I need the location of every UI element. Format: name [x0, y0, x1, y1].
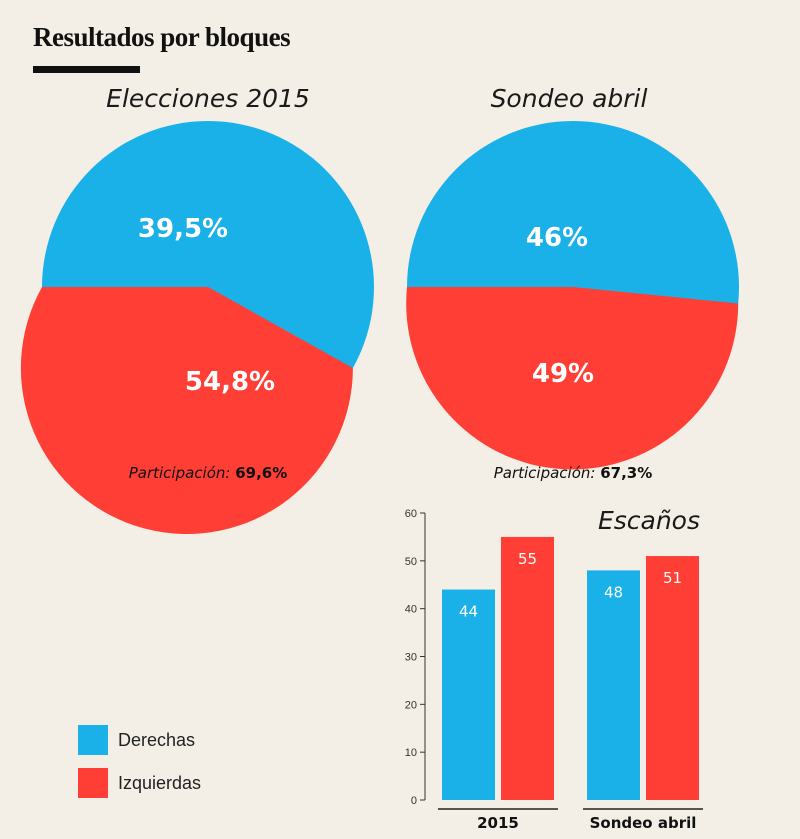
participation-label: Participación: — [128, 464, 231, 482]
y-tick-label: 50 — [405, 556, 417, 568]
pie-slice-izquierdas — [406, 287, 739, 470]
pie-title-sondeo: Sondeo abril — [490, 84, 648, 113]
pie-slice-label: 46% — [526, 223, 588, 253]
y-tick-label: 40 — [405, 604, 417, 616]
page-title: Resultados por bloques — [33, 22, 291, 52]
pie-slice-label: 49% — [532, 359, 594, 389]
participation-sondeo: Participación: 67,3% — [403, 464, 743, 482]
participation-value: 69,6% — [235, 464, 288, 482]
y-tick-label: 20 — [405, 699, 417, 711]
participation-elecciones: Participación: 69,6% — [38, 464, 378, 482]
y-tick-label: 10 — [405, 747, 417, 759]
pie-slice-label: 39,5% — [138, 214, 228, 244]
pie-title-elecciones: Elecciones 2015 — [106, 84, 310, 113]
x-category-label: Sondeo abril — [590, 814, 697, 832]
title-underline — [33, 66, 140, 73]
bar-value-label: 44 — [459, 603, 478, 621]
bar-izquierdas — [501, 536, 554, 800]
x-category-label: 2015 — [477, 814, 519, 832]
bar-value-label: 55 — [518, 550, 537, 568]
y-tick-label: 30 — [405, 652, 417, 664]
y-tick-label: 60 — [405, 508, 417, 520]
bar-izquierdas — [646, 556, 699, 800]
pie-slice-izquierdas — [20, 287, 353, 534]
bar-value-label: 48 — [604, 583, 623, 601]
bar-chart-title: Escaños — [597, 506, 700, 535]
participation-label: Participación: — [493, 464, 596, 482]
bar-derechas — [442, 589, 495, 800]
legend-label-izquierdas: Izquierdas — [118, 773, 202, 793]
bar-derechas — [587, 570, 640, 800]
participation-value: 67,3% — [600, 464, 653, 482]
legend-swatch-derechas — [78, 725, 108, 755]
legend-swatch-izquierdas — [78, 768, 108, 798]
y-tick-label: 0 — [411, 795, 417, 807]
pie-slice-label: 54,8% — [185, 367, 275, 397]
bar-value-label: 51 — [663, 569, 682, 587]
legend-label-derechas: Derechas — [118, 730, 196, 750]
